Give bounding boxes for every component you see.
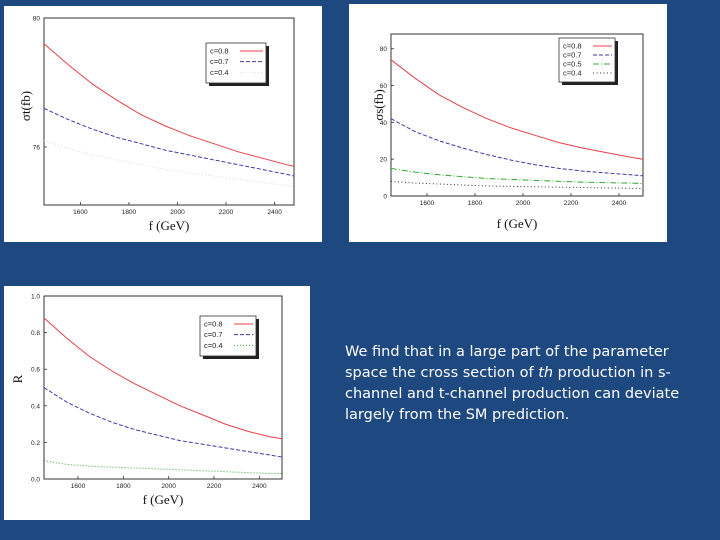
x-tick-label: 2200	[564, 200, 579, 207]
x-tick-label: 2400	[612, 200, 627, 207]
series-line	[43, 140, 295, 187]
legend-box	[205, 42, 267, 84]
y-tick-label: 20	[380, 157, 388, 164]
y-tick-label: 60	[380, 83, 388, 90]
chart-panel-sigma-t: 1600 1800 2000 2200 2400 76 80 f (GeV) σt(fb) c=0…	[4, 6, 322, 242]
legend-label: c=0.4	[210, 68, 229, 77]
y-tick-label: 80	[380, 46, 388, 53]
chart-ratio: 1600 1800 2000 2200 2400 0.0 0.2 0.4 0.6 0.8 1.0 f …	[10, 294, 283, 507]
x-tick-label: 2000	[516, 200, 531, 207]
legend-label: c=0.4	[204, 341, 223, 350]
y-tick-label: 0.2	[31, 440, 40, 447]
legend-label: c=0.5	[563, 60, 582, 69]
y-tick-label: 0.8	[31, 330, 40, 337]
plot-frame	[390, 33, 644, 197]
x-tick-label: 2200	[219, 209, 234, 216]
y-axis-label: σs(fb)	[371, 89, 386, 121]
chart-sigma-s: 1600 1800 2000 2200 2400 0 20 40 60 80 f (GeV) σs(f…	[371, 33, 644, 231]
plot-frame	[43, 17, 295, 206]
x-axis-label: f (GeV)	[149, 218, 190, 233]
chart-panel-ratio: 1600 1800 2000 2200 2400 0.0 0.2 0.4 0.6 0.8 1.0 f …	[4, 286, 310, 520]
x-tick-label: 2400	[252, 483, 267, 490]
caption-post: production in s-channel and t-channel pr…	[345, 365, 680, 423]
caption-italic: th	[538, 365, 554, 381]
series-line	[390, 59, 644, 160]
y-tick-label: 1.0	[31, 294, 40, 301]
x-tick-label: 1600	[71, 483, 86, 490]
x-tick-label: 1800	[122, 209, 137, 216]
x-tick-label: 2000	[161, 483, 176, 490]
x-tick-label: 1600	[420, 200, 435, 207]
y-tick-label: 0.4	[31, 403, 40, 410]
y-axis-label: R	[10, 374, 25, 383]
x-tick-label: 1800	[468, 200, 483, 207]
x-axis-label: f (GeV)	[143, 492, 184, 507]
legend-label: c=0.4	[563, 69, 582, 78]
chart-sigma-t: 1600 1800 2000 2200 2400 76 80 f (GeV) σt(fb) c=0…	[18, 16, 295, 233]
series-line	[43, 317, 283, 440]
legend-label: c=0.7	[210, 57, 229, 66]
legend-label: c=0.7	[204, 330, 223, 339]
caption-pre: We find that in a large part of the para…	[345, 344, 669, 381]
series-line	[43, 107, 295, 177]
y-tick-label: 80	[33, 16, 41, 23]
x-tick-label: 2000	[170, 209, 185, 216]
series-line	[390, 167, 644, 184]
legend-label: c=0.8	[210, 47, 229, 56]
x-tick-label: 2400	[267, 209, 282, 216]
caption-text: We find that in a large part of the para…	[345, 342, 685, 426]
legend-label: c=0.8	[204, 320, 223, 329]
series-line	[43, 43, 295, 167]
y-tick-label: 0.0	[31, 477, 40, 484]
x-axis-label: f (GeV)	[497, 216, 538, 231]
y-tick-label: 0	[383, 194, 387, 201]
chart-panel-sigma-s: 1600 1800 2000 2200 2400 0 20 40 60 80 f (GeV) σs(f…	[349, 4, 667, 242]
legend-box	[558, 37, 616, 83]
x-tick-label: 2200	[207, 483, 222, 490]
y-tick-label: 0.6	[31, 367, 40, 374]
x-tick-label: 1800	[116, 483, 131, 490]
y-axis-label: σt(fb)	[18, 91, 33, 121]
x-tick-label: 1600	[73, 209, 88, 216]
y-tick-label: 76	[33, 144, 41, 151]
legend-label: c=0.8	[563, 42, 582, 51]
y-tick-label: 40	[380, 120, 388, 127]
series-line	[390, 118, 644, 177]
legend-box	[199, 315, 257, 357]
legend-label: c=0.7	[563, 51, 582, 60]
series-line	[43, 460, 282, 474]
series-line	[43, 387, 283, 458]
